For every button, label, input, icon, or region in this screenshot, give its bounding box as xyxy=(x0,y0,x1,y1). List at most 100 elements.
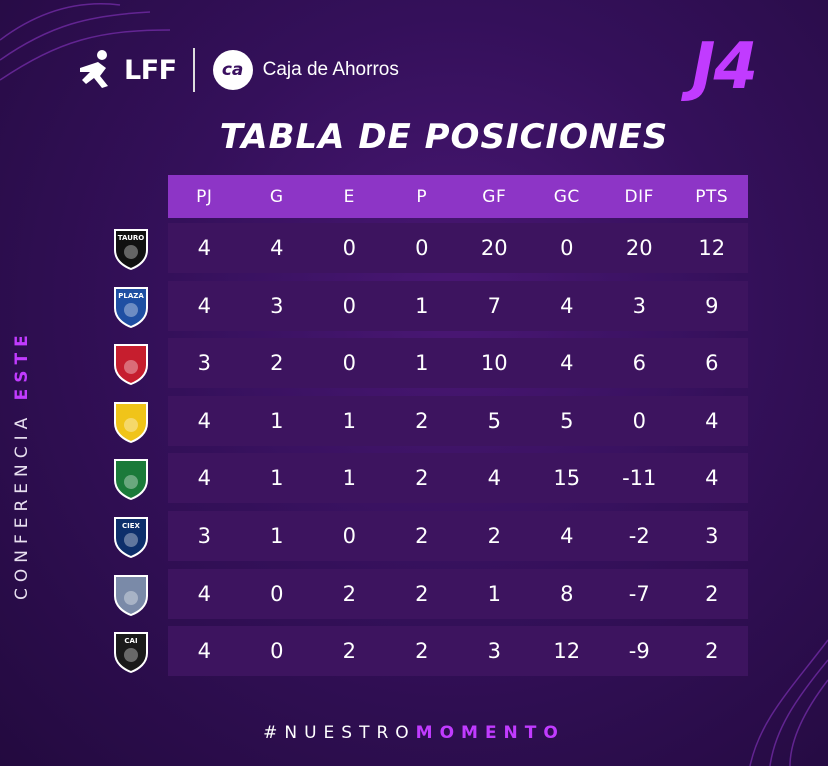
stat-cell: 9 xyxy=(705,293,719,318)
stat-cell: 3 xyxy=(705,524,719,548)
stat-cell: 1 xyxy=(270,466,284,491)
crest-text: PLAZA xyxy=(118,292,144,300)
stat-cell: 0 xyxy=(342,236,356,260)
column-header: P xyxy=(416,186,428,207)
stat-cell: 4 xyxy=(560,524,574,548)
stat-cell: 0 xyxy=(560,236,574,260)
stat-cell: 4 xyxy=(487,466,501,491)
stat-cell: 20 xyxy=(480,236,508,260)
table-row: 3 2 0 1 10 4 6 6 xyxy=(168,338,748,389)
stat-cell: 2 xyxy=(270,351,284,376)
column-header: E xyxy=(343,186,355,207)
column-header: PTS xyxy=(695,186,729,207)
stat-cell: 4 xyxy=(197,236,211,260)
logo-divider xyxy=(192,48,195,92)
conference-label: CONFERENCIA ESTE xyxy=(12,329,32,600)
stat-cell: -7 xyxy=(628,581,650,606)
stat-cell: 12 xyxy=(698,236,726,260)
stat-cell: 8 xyxy=(560,581,574,606)
crest-text: CIEX xyxy=(122,522,141,530)
hashtag-highlight: MOMENTO xyxy=(415,723,565,743)
column-header: DIF xyxy=(624,186,654,207)
table-row: 4 1 1 2 4 15 -11 4 xyxy=(168,453,748,504)
stat-cell: 3 xyxy=(197,351,211,376)
lff-logo-text: LFF xyxy=(124,54,177,86)
stat-cell: 2 xyxy=(487,524,501,548)
stat-cell: -9 xyxy=(628,639,650,664)
caja-de-ahorros-logo-icon: ca xyxy=(212,50,253,90)
alianza-crest-icon xyxy=(114,459,148,501)
conference-name: ESTE xyxy=(12,329,32,401)
crest-text: CAI xyxy=(124,637,137,645)
stat-cell: -2 xyxy=(628,524,650,548)
crest-text: TAURO xyxy=(118,234,145,242)
stat-cell: 1 xyxy=(342,466,356,491)
stat-cell: 2 xyxy=(415,639,429,664)
lff-player-logo-icon xyxy=(80,50,108,88)
stat-cell: 3 xyxy=(632,293,646,318)
stat-cell: 1 xyxy=(415,351,429,376)
column-header: GC xyxy=(553,186,580,207)
stat-cell: 3 xyxy=(270,293,284,318)
stat-cell: 0 xyxy=(342,351,356,376)
hashtag-footer: #NUESTROMOMENTO xyxy=(0,723,828,743)
stat-cell: 2 xyxy=(415,466,429,491)
stat-cell: 0 xyxy=(342,293,356,318)
stat-cell: 0 xyxy=(270,581,284,606)
table-row: 3 1 0 2 2 4 -2 3 xyxy=(168,511,748,561)
header-logos: LFF ca Caja de Ahorros xyxy=(72,40,399,100)
stat-cell: 3 xyxy=(487,639,501,664)
stat-cell: 6 xyxy=(632,351,646,376)
stat-cell: 2 xyxy=(705,639,719,664)
stat-cell: 4 xyxy=(705,466,719,491)
stat-cell: 1 xyxy=(415,293,429,318)
page-title: TABLA DE POSICIONES xyxy=(219,117,669,157)
stat-cell: 2 xyxy=(415,524,429,548)
stat-cell: 4 xyxy=(560,351,574,376)
conference-prefix: CONFERENCIA xyxy=(12,400,32,600)
hashtag-prefix: #NUESTRO xyxy=(263,723,416,743)
stat-cell: 4 xyxy=(270,236,284,260)
stat-cell: 4 xyxy=(560,293,574,318)
stat-cell: 1 xyxy=(487,581,501,606)
table-header: PJ G E P GF GC DIF PTS xyxy=(168,175,748,218)
stat-cell: 0 xyxy=(342,524,356,548)
column-header: G xyxy=(269,186,284,207)
stat-cell: 12 xyxy=(553,639,581,664)
stat-cell: 0 xyxy=(270,639,284,664)
jornada-label: J4 xyxy=(691,30,758,104)
stat-cell: 4 xyxy=(705,408,719,433)
stat-cell: -11 xyxy=(622,466,657,491)
table-row: 4 4 0 0 20 0 20 12 xyxy=(168,223,748,273)
sporting-crest-icon xyxy=(114,344,148,386)
chorrillo-crest-icon xyxy=(114,401,148,443)
table-row: 4 0 2 2 1 8 -7 2 xyxy=(168,568,748,619)
panama-crest-icon xyxy=(114,574,148,616)
stat-cell: 2 xyxy=(415,408,429,433)
stat-cell: 3 xyxy=(197,524,211,548)
stat-cell: 2 xyxy=(342,581,356,606)
stat-cell: 4 xyxy=(197,639,211,664)
table-row: 4 3 0 1 7 4 3 9 xyxy=(168,280,748,331)
column-header: PJ xyxy=(196,186,213,207)
stat-cell: 15 xyxy=(553,466,581,491)
stat-cell: 0 xyxy=(632,408,646,433)
tauro-crest-icon: TAURO xyxy=(114,229,148,270)
stat-cell: 20 xyxy=(625,236,653,260)
stat-cell: 1 xyxy=(270,408,284,433)
stat-cell: 1 xyxy=(270,524,284,548)
stat-cell: 4 xyxy=(197,293,211,318)
cai-crest-icon: CAI xyxy=(114,632,148,674)
stat-cell: 10 xyxy=(480,351,508,376)
stat-cell: 2 xyxy=(415,581,429,606)
stat-cell: 0 xyxy=(415,236,429,260)
stat-cell: 5 xyxy=(560,408,574,433)
stat-cell: 4 xyxy=(197,408,211,433)
stat-cell: 5 xyxy=(487,408,501,433)
stat-cell: 1 xyxy=(342,408,356,433)
stat-cell: 2 xyxy=(342,639,356,664)
ciex-crest-icon: CIEX xyxy=(114,517,148,558)
stat-cell: 7 xyxy=(487,293,501,318)
stat-cell: 4 xyxy=(197,581,211,606)
